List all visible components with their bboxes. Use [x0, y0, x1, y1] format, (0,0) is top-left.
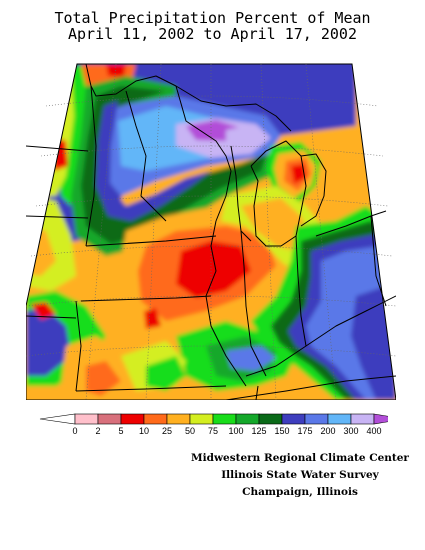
- legend-label: 5: [118, 426, 123, 436]
- legend-label: 300: [343, 426, 358, 436]
- map-title-line1: Total Precipitation Percent of Mean: [54, 9, 371, 27]
- legend-label: 75: [208, 426, 218, 436]
- legend-swatch: [189, 413, 214, 425]
- legend-swatch: [304, 413, 329, 425]
- credit-line1: Midwestern Regional Climate Center: [191, 452, 409, 464]
- credit-line3: Champaign, Illinois: [242, 486, 358, 498]
- legend-swatch: [350, 413, 375, 425]
- legend-swatch: [39, 413, 76, 425]
- legend-swatch: [120, 413, 145, 425]
- legend-swatch: [327, 413, 352, 425]
- state-boundaries: [26, 63, 396, 400]
- lat-lon-grid: [26, 63, 396, 400]
- legend-swatch: [373, 413, 388, 425]
- map-title-line2: April 11, 2002 to April 17, 2002: [68, 25, 357, 43]
- legend-label: 50: [185, 426, 195, 436]
- legend-swatch: [281, 413, 306, 425]
- legend-swatch: [166, 413, 191, 425]
- legend-label: 125: [251, 426, 266, 436]
- legend-label: 0: [72, 426, 77, 436]
- precipitation-map: [26, 63, 396, 400]
- legend-label: 2: [95, 426, 100, 436]
- legend-label: 150: [274, 426, 289, 436]
- legend-label: 175: [297, 426, 312, 436]
- legend-swatch: [74, 413, 99, 425]
- legend-swatch: [235, 413, 260, 425]
- precipitation-contours: [26, 64, 396, 400]
- legend-swatch: [97, 413, 122, 425]
- legend-label: 100: [228, 426, 243, 436]
- legend-label: 400: [366, 426, 381, 436]
- legend-label: 10: [139, 426, 149, 436]
- legend-swatch: [143, 413, 168, 425]
- credit-line2: Illinois State Water Survey: [221, 469, 379, 481]
- color-legend: 0 2 5 10 25 50 75 100 125 150 175 200 300 400: [39, 413, 388, 436]
- legend-label: 200: [320, 426, 335, 436]
- legend-swatch: [212, 413, 237, 425]
- legend-label: 25: [162, 426, 172, 436]
- legend-swatch: [258, 413, 283, 425]
